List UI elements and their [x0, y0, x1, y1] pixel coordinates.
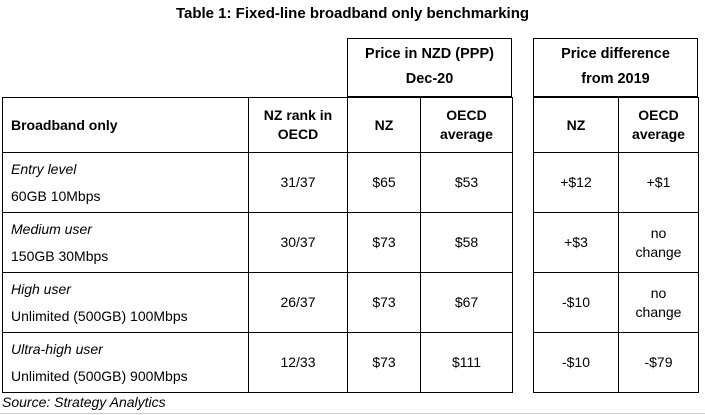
- diff-nz-cell: -$10: [533, 272, 619, 333]
- plan-spec: 150GB 30Mbps: [11, 247, 109, 264]
- plan-spec: Unlimited (500GB) 100Mbps: [11, 307, 188, 324]
- table-header-row: Broadband only NZ rank in OECD NZ OECD a…: [2, 97, 513, 153]
- diff-header-box: Price difference from 2019: [533, 38, 698, 97]
- price-oecd-cell: $67: [420, 272, 513, 333]
- row-label: Entry level 60GB 10Mbps: [2, 152, 249, 213]
- col-header-oecd-average-price: OECD average: [420, 97, 513, 153]
- plan-spec: 60GB 10Mbps: [11, 187, 101, 204]
- diff-oecd-cell: +$1: [618, 152, 699, 213]
- rank-cell: 30/37: [248, 212, 348, 273]
- table-row-medium-user: Medium user 150GB 30Mbps 30/37 $73 $58: [2, 212, 513, 273]
- diff-oecd-cell: -$79: [618, 332, 699, 393]
- row-label: Medium user 150GB 30Mbps: [2, 212, 249, 273]
- plan-name: Entry level: [11, 160, 77, 177]
- diff-header-line2: from 2019: [581, 71, 650, 88]
- source-note: Source: Strategy Analytics: [2, 394, 166, 410]
- page-edge-line: [0, 413, 705, 414]
- table-row-ultra-high-user: Ultra-high user Unlimited (500GB) 900Mbp…: [2, 332, 513, 393]
- price-oecd-cell: $58: [420, 212, 513, 273]
- broadband-price-table: Broadband only NZ rank in OECD NZ OECD a…: [2, 97, 513, 393]
- col-header-nz-rank: NZ rank in OECD: [248, 97, 348, 153]
- price-header-box: Price in NZD (PPP) Dec-20: [347, 38, 512, 97]
- plan-name: Ultra-high user: [11, 340, 103, 357]
- diff-header-line1: Price difference: [561, 46, 670, 63]
- table-row-entry-level: Entry level 60GB 10Mbps 31/37 $65 $53: [2, 152, 513, 213]
- diff-row-entry-level: +$12 +$1: [533, 152, 699, 213]
- price-nz-cell: $73: [347, 272, 421, 333]
- table-row-high-user: High user Unlimited (500GB) 100Mbps 26/3…: [2, 272, 513, 333]
- rank-cell: 31/37: [248, 152, 348, 213]
- diff-table-header-row: NZ OECD average: [533, 97, 699, 153]
- diff-row-high-user: -$10 no change: [533, 272, 699, 333]
- col-header-nz-diff: NZ: [533, 97, 619, 153]
- price-nz-cell: $73: [347, 332, 421, 393]
- plan-name: High user: [11, 280, 71, 297]
- diff-nz-cell: +$12: [533, 152, 619, 213]
- col-header-oecd-average-diff: OECD average: [618, 97, 699, 153]
- row-label: High user Unlimited (500GB) 100Mbps: [2, 272, 249, 333]
- price-nz-cell: $73: [347, 212, 421, 273]
- diff-nz-cell: -$10: [533, 332, 619, 393]
- rank-cell: 26/37: [248, 272, 348, 333]
- price-oecd-cell: $53: [420, 152, 513, 213]
- plan-name: Medium user: [11, 220, 92, 237]
- diff-oecd-cell: no change: [618, 272, 699, 333]
- row-label: Ultra-high user Unlimited (500GB) 900Mbp…: [2, 332, 249, 393]
- price-difference-table: NZ OECD average +$12 +$1 +$3 no change -…: [533, 97, 699, 393]
- plan-spec: Unlimited (500GB) 900Mbps: [11, 367, 188, 384]
- diff-row-medium-user: +$3 no change: [533, 212, 699, 273]
- price-nz-cell: $65: [347, 152, 421, 213]
- table-title: Table 1: Fixed-line broadband only bench…: [175, 5, 530, 22]
- price-header-line2: Dec-20: [405, 71, 454, 88]
- price-header-line1: Price in NZD (PPP): [365, 46, 494, 63]
- diff-row-ultra-high-user: -$10 -$79: [533, 332, 699, 393]
- col-header-broadband-only: Broadband only: [2, 97, 249, 153]
- diff-nz-cell: +$3: [533, 212, 619, 273]
- diff-oecd-cell: no change: [618, 212, 699, 273]
- price-oecd-cell: $111: [420, 332, 513, 393]
- col-header-nz-price: NZ: [347, 97, 421, 153]
- rank-cell: 12/33: [248, 332, 348, 393]
